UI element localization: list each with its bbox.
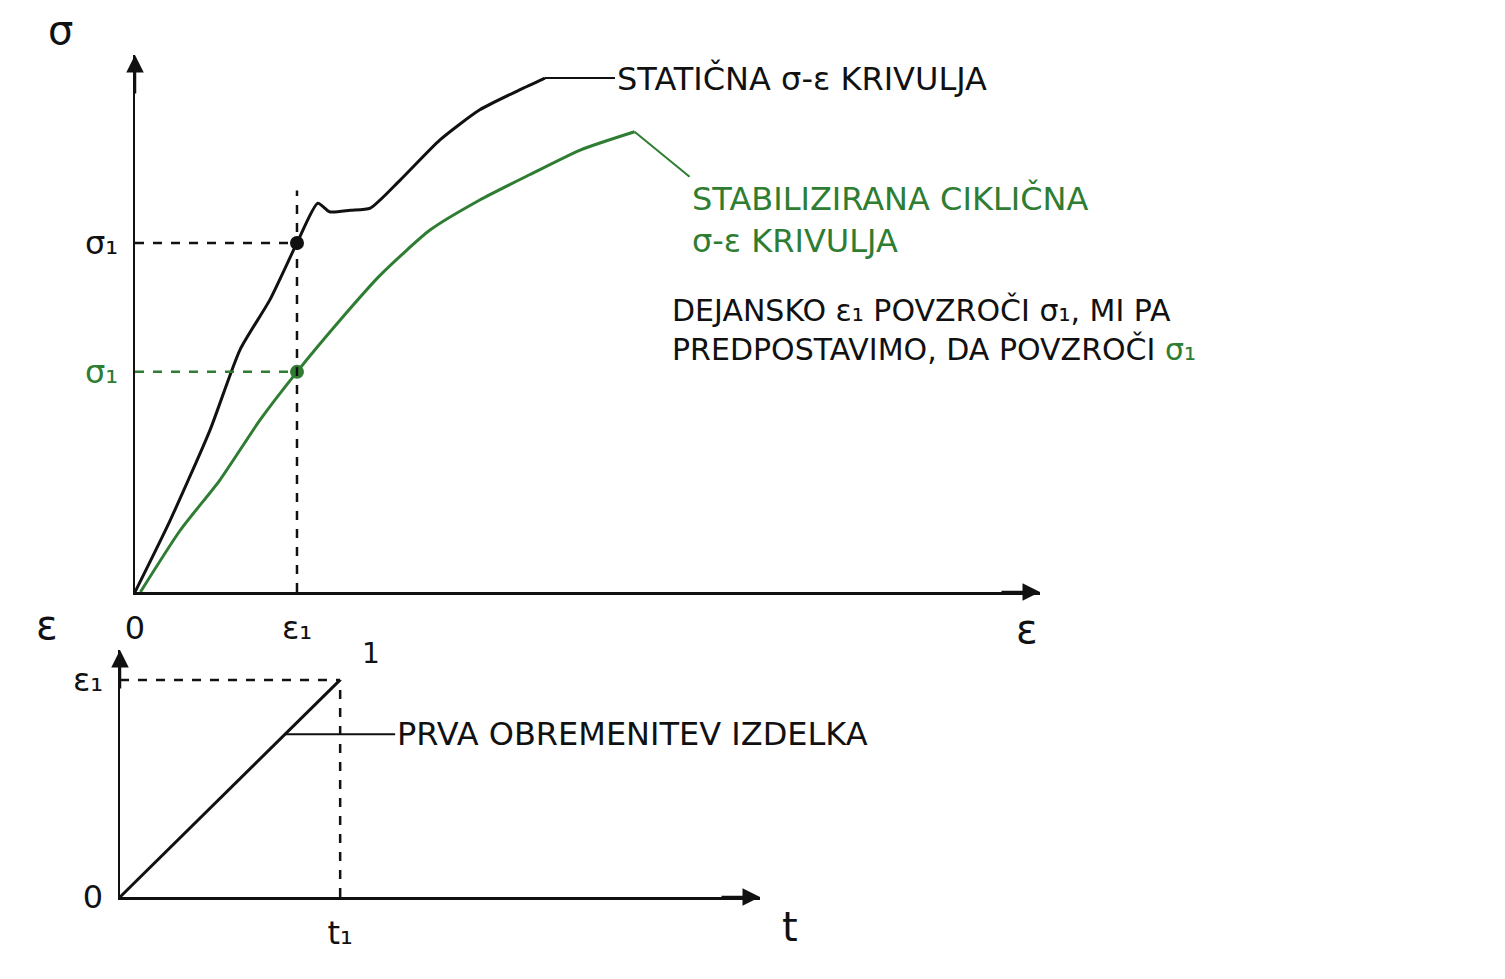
svg-text:ε₁: ε₁ (282, 609, 312, 647)
svg-text:PRVA OBREMENITEV IZDELKA: PRVA OBREMENITEV IZDELKA (397, 715, 868, 753)
svg-text:ε: ε (36, 602, 58, 648)
svg-text:t₁: t₁ (327, 914, 352, 952)
svg-text:ε: ε (1016, 606, 1038, 652)
svg-text:1: 1 (362, 637, 380, 670)
svg-text:0: 0 (125, 609, 145, 647)
svg-text:t: t (782, 904, 798, 950)
svg-text:STATIČNA σ-ε KRIVULJA: STATIČNA σ-ε KRIVULJA (617, 59, 987, 98)
svg-text:σ₁: σ₁ (85, 353, 118, 391)
svg-text:σ₁: σ₁ (85, 224, 118, 262)
svg-text:0: 0 (83, 878, 103, 916)
svg-text:DEJANSKO ε₁ POVZROČI σ₁, MI PA: DEJANSKO ε₁ POVZROČI σ₁, MI PAPREDPOSTAV… (672, 292, 1196, 367)
svg-text:STABILIZIRANA CIKLIČNAσ-ε KRIV: STABILIZIRANA CIKLIČNAσ-ε KRIVULJA (692, 179, 1088, 260)
svg-text:ε₁: ε₁ (73, 661, 103, 699)
svg-text:σ: σ (48, 7, 73, 53)
